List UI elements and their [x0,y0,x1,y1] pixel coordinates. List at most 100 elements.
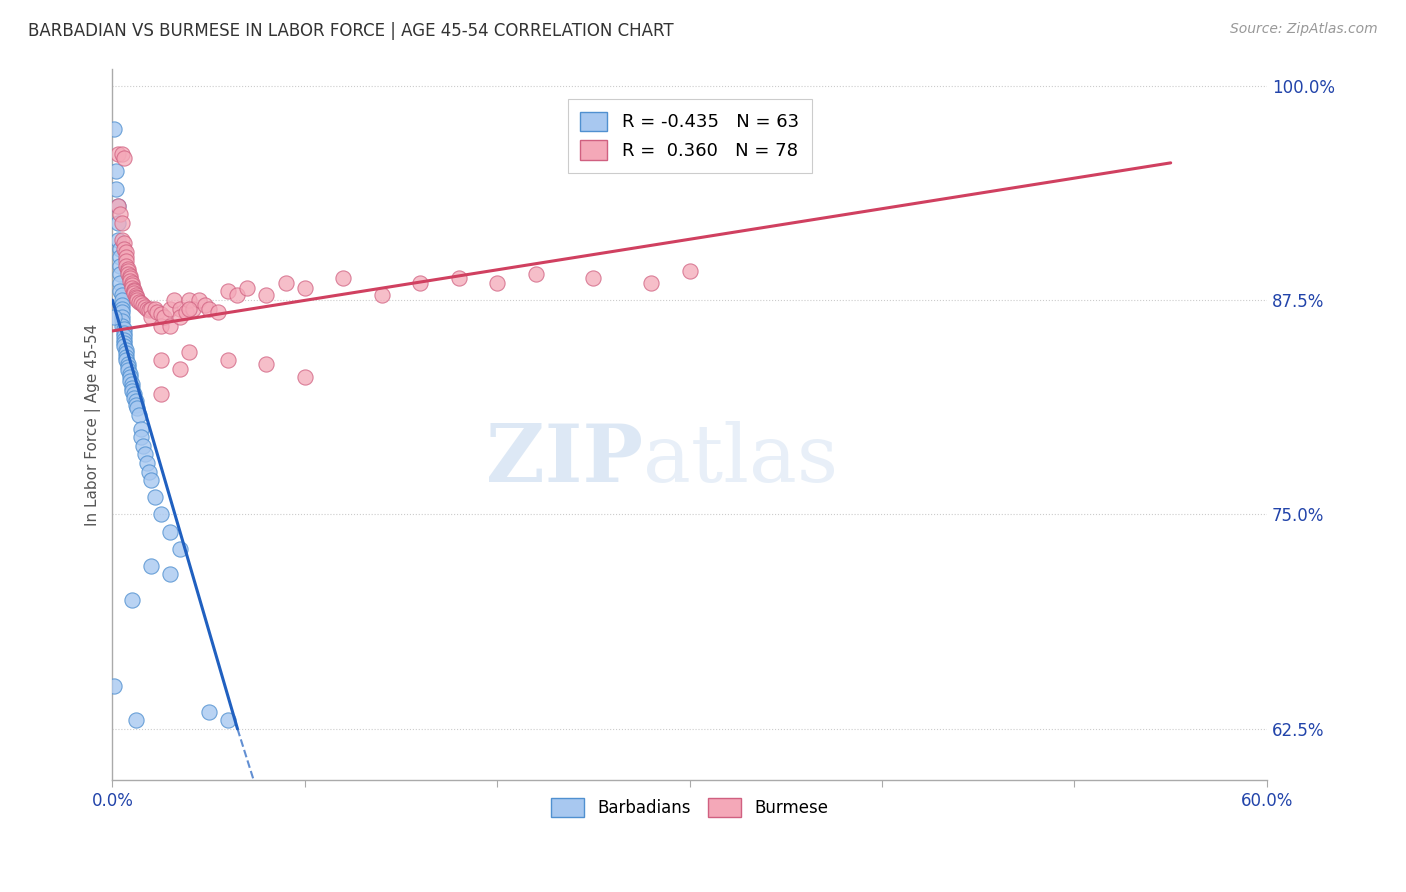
Point [127,291,149,305]
Point [179,293,201,307]
Point [112,236,135,251]
Point [118,367,141,381]
Point [115,343,138,357]
Point [486,276,509,290]
Point [118,268,141,283]
Point [124,290,146,304]
Point [112,242,135,256]
Point [254,357,277,371]
Point [121,380,143,394]
Text: ZIP: ZIP [486,421,644,499]
Point [217,713,239,727]
Point [115,259,138,273]
Text: BARBADIAN VS BURMESE IN LABOR FORCE | AGE 45-54 CORRELATION CHART: BARBADIAN VS BURMESE IN LABOR FORCE | AG… [28,22,673,40]
Point [132,439,155,453]
Point [163,293,186,307]
Point [153,310,176,325]
Point [112,329,135,343]
Point [105,181,128,195]
Point [179,301,201,316]
Point [108,207,131,221]
Point [128,408,150,422]
Point [294,370,316,384]
Point [112,333,135,347]
Point [107,233,129,247]
Point [107,216,129,230]
Point [118,370,141,384]
Point [159,524,181,539]
Point [179,344,201,359]
Point [129,430,152,444]
Point [112,151,135,165]
Point [174,305,197,319]
Point [217,353,239,368]
Point [226,288,249,302]
Point [118,274,141,288]
Point [197,301,219,316]
Point [254,288,277,302]
Point [127,293,149,307]
Point [124,713,146,727]
Point [207,305,229,319]
Point [111,233,134,247]
Point [371,288,394,302]
Point [107,199,129,213]
Point [108,250,131,264]
Point [139,473,162,487]
Point [169,310,191,325]
Point [139,558,162,573]
Point [159,318,181,333]
Point [149,307,172,321]
Point [108,285,131,299]
Point [115,250,138,264]
Point [124,394,146,409]
Point [139,301,162,316]
Point [108,242,131,256]
Point [121,276,143,290]
Point [524,268,547,282]
Point [108,268,131,282]
Point [274,276,297,290]
Point [143,301,166,316]
Point [194,298,217,312]
Point [112,322,135,336]
Point [188,293,211,307]
Point [447,270,470,285]
Point [117,363,139,377]
Text: atlas: atlas [644,421,838,499]
Legend: Barbadians, Burmese: Barbadians, Burmese [543,790,837,825]
Point [122,285,145,299]
Point [118,270,141,285]
Point [121,384,143,398]
Point [236,281,259,295]
Point [127,401,149,416]
Point [217,285,239,299]
Point [122,286,145,301]
Point [111,310,134,325]
Point [149,387,172,401]
Point [115,253,138,268]
Point [105,164,128,178]
Point [111,301,134,316]
Point [134,300,156,314]
Point [169,301,191,316]
Point [115,245,138,260]
Point [111,298,134,312]
Point [143,491,166,505]
Point [640,276,662,290]
Y-axis label: In Labor Force | Age 45-54: In Labor Force | Age 45-54 [86,323,101,525]
Point [108,259,131,273]
Point [136,456,159,470]
Point [134,447,156,461]
Point [132,298,155,312]
Point [122,387,145,401]
Point [117,357,139,371]
Point [679,264,702,278]
Point [129,296,152,310]
Point [111,288,134,302]
Point [108,276,131,290]
Point [122,391,145,405]
Point [117,268,139,282]
Point [112,335,135,350]
Point [294,281,316,295]
